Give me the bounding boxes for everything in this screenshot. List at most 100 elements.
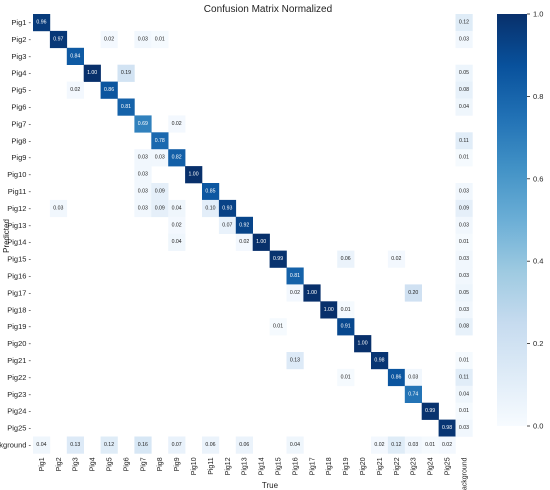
- heatmap-cell: [455, 81, 473, 99]
- y-axis-title: Predicted: [2, 219, 11, 253]
- cell-value-label: 0.01: [459, 155, 469, 161]
- cell-value-label: 0.13: [290, 357, 300, 363]
- col-label: Pig22: [394, 457, 401, 475]
- cell-value-label: 0.03: [53, 205, 63, 211]
- cell-value-label: 0.01: [425, 442, 435, 448]
- heatmap-cell: [455, 30, 473, 49]
- heatmap-cell: [286, 352, 304, 370]
- heatmap-cell: [134, 166, 152, 184]
- row-label: Pig8 -: [11, 136, 31, 145]
- row-label: Pig14 -: [7, 238, 31, 247]
- row-label: Pig22 -: [7, 373, 31, 382]
- heatmap-cell: [168, 199, 186, 218]
- heatmap-cell: [438, 436, 456, 454]
- cell-value-label: 0.97: [53, 36, 63, 42]
- heatmap-cell: [455, 199, 473, 218]
- heatmap-cell: [269, 250, 287, 268]
- cell-value-label: 0.07: [222, 222, 232, 228]
- cell-value-label: 0.02: [442, 442, 452, 448]
- colorbar-tick-label: 0.4: [533, 257, 543, 266]
- cell-value-label: 0.09: [155, 205, 165, 211]
- heatmap-cell: [404, 368, 422, 387]
- heatmap-cell: [455, 132, 473, 150]
- row-label: Pig20 -: [7, 339, 31, 348]
- heatmap-cell: [286, 267, 304, 285]
- cell-value-label: 0.02: [290, 290, 300, 296]
- cell-value-label: 0.96: [36, 19, 46, 25]
- cell-value-label: 0.03: [459, 273, 469, 279]
- heatmap-cell: [337, 368, 355, 387]
- heatmap-cell: [168, 149, 186, 167]
- heatmap-cell: [33, 436, 51, 454]
- heatmap-cell: [286, 284, 304, 302]
- col-label: Pig6: [123, 457, 130, 471]
- row-label: Pig7 -: [11, 119, 31, 128]
- row-label: Pig4 -: [11, 69, 31, 78]
- cell-value-label: 0.04: [290, 442, 300, 448]
- heatmap-cell: [455, 301, 473, 319]
- heatmap-cell: [404, 385, 422, 403]
- row-label: Pig5 -: [11, 86, 31, 95]
- colorbar-tick-label: 0.8: [533, 92, 543, 101]
- cell-value-label: 0.08: [459, 324, 469, 330]
- heatmap-cell: [387, 436, 406, 454]
- heatmap-cell: [218, 216, 237, 234]
- cell-value-label: 0.74: [408, 391, 418, 397]
- cell-value-label: 0.03: [155, 155, 165, 161]
- row-label: Pig23 -: [7, 390, 31, 399]
- col-label: Pig19: [343, 457, 350, 475]
- heatmap-cell: [455, 149, 473, 167]
- row-label: Pig25 -: [7, 424, 31, 433]
- cell-value-label: 0.02: [391, 256, 401, 262]
- cell-value-label: 0.78: [155, 138, 165, 144]
- heatmap-cell: [134, 199, 152, 218]
- heatmap-cell: [235, 216, 253, 234]
- cell-value-label: 0.19: [121, 70, 131, 76]
- heatmap-cell: [66, 436, 84, 454]
- row-label: Pig11 -: [8, 187, 32, 196]
- cell-value-label: 0.93: [222, 205, 232, 211]
- cell-value-label: 0.03: [459, 36, 469, 42]
- row-label: background -: [0, 440, 31, 449]
- cell-value-label: 0.91: [341, 324, 351, 330]
- heatmap-cell: [134, 115, 152, 133]
- heatmap-cell: [337, 318, 355, 336]
- cell-value-label: 0.01: [155, 36, 165, 42]
- cell-value-label: 0.03: [138, 188, 148, 194]
- cell-value-label: 0.03: [138, 205, 148, 211]
- cell-value-label: 0.01: [459, 239, 469, 245]
- heatmap-cell: [337, 250, 355, 268]
- colorbar-tick-label: 0.2: [533, 339, 543, 348]
- heatmap-cell: [202, 436, 220, 454]
- heatmap-cell: [49, 30, 68, 49]
- cell-value-label: 0.06: [239, 442, 249, 448]
- cell-value-label: 0.06: [205, 442, 215, 448]
- cell-value-label: 0.03: [138, 172, 148, 178]
- cell-value-label: 0.12: [459, 19, 469, 25]
- heatmap-cell: [269, 318, 287, 336]
- heatmap-cell: [286, 436, 304, 454]
- cell-value-label: 0.02: [172, 222, 182, 228]
- heatmap-cell: [455, 250, 473, 268]
- cell-value-label: 1.00: [307, 290, 317, 296]
- cell-value-label: 0.20: [408, 290, 418, 296]
- col-label: Pig18: [326, 457, 333, 475]
- row-label: Pig18 -: [7, 305, 31, 314]
- heatmap-cell: [455, 352, 473, 370]
- heatmap-cell: [303, 284, 321, 302]
- cell-value-label: 0.09: [459, 205, 469, 211]
- heatmap-cell: [134, 436, 152, 454]
- cell-value-label: 0.92: [239, 222, 249, 228]
- cell-value-label: 0.03: [408, 442, 418, 448]
- col-label: Pig2: [56, 457, 63, 471]
- heatmap-cell: [455, 318, 473, 336]
- col-labels: Pig1 Pig2 Pig3 Pig4 Pig5 Pig6 Pig7 Pig8 Pig9 Pig1…: [39, 457, 469, 490]
- row-label: Pig17 -: [7, 288, 31, 297]
- heatmap-cell: [421, 436, 439, 454]
- heatmap-cell: [168, 233, 186, 251]
- heatmap-cell: [404, 436, 422, 454]
- col-label: Pig10: [191, 457, 198, 475]
- row-labels: Pig1 - Pig2 - Pig3 - Pig4 - Pig5 - Pig6 - Pig7…: [0, 18, 32, 450]
- cell-value-label: 0.09: [155, 188, 165, 194]
- heatmap-cell: [320, 301, 338, 319]
